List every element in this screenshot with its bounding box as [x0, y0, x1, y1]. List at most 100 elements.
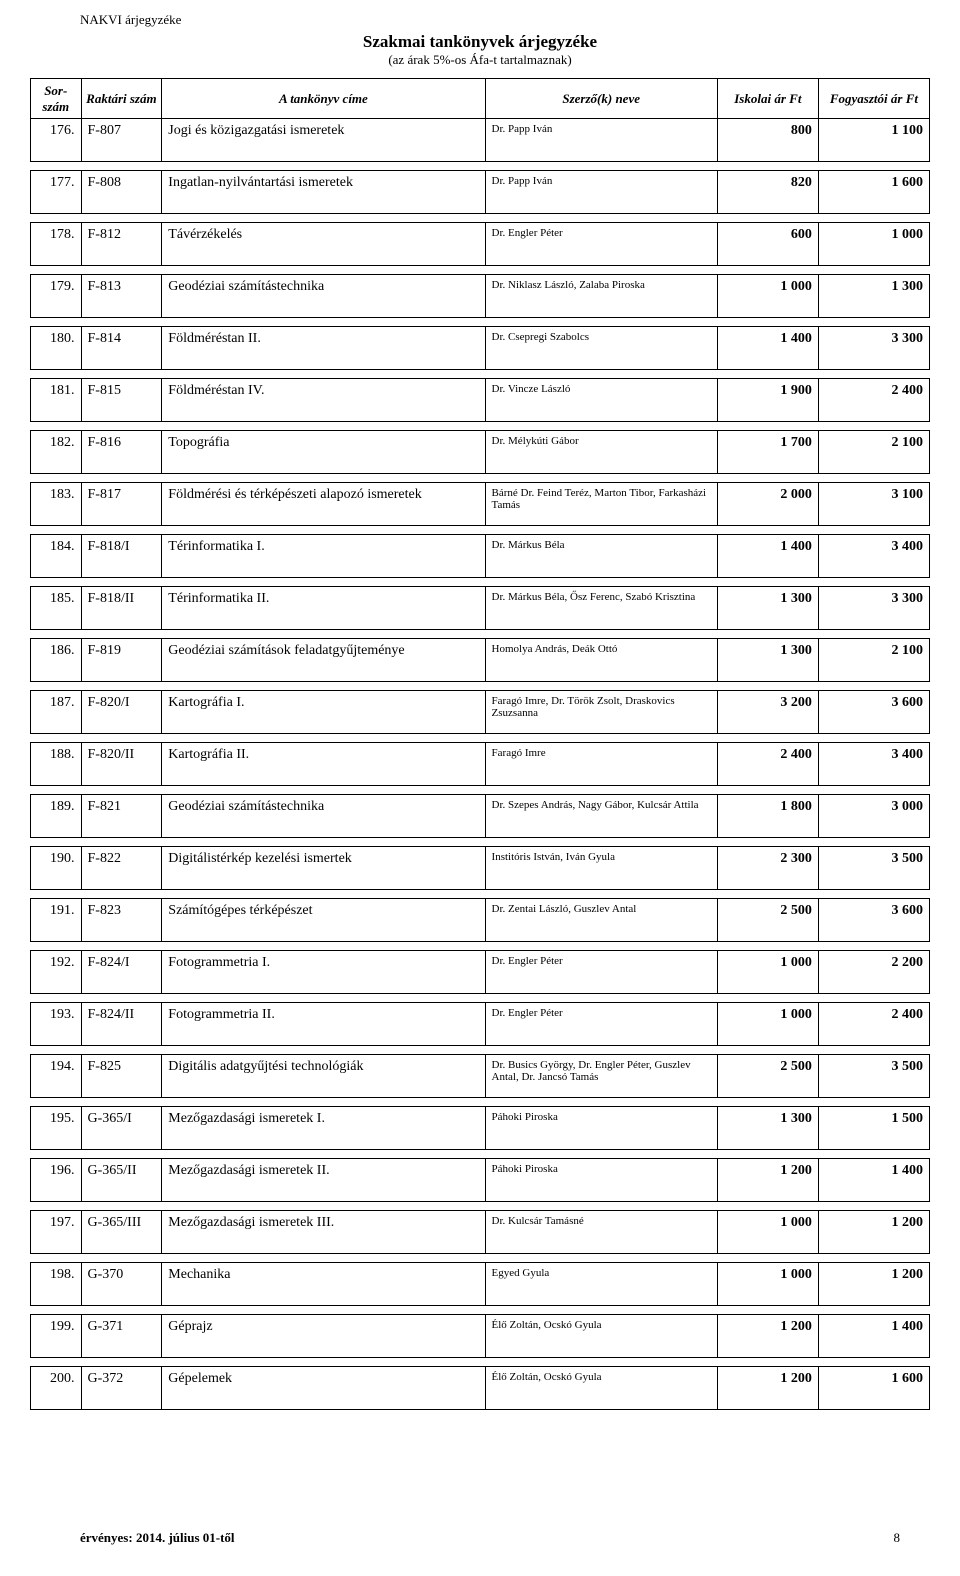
cell-code: G-365/I	[81, 1107, 162, 1150]
cell-author: Dr. Engler Péter	[485, 951, 717, 994]
cell-num: 187.	[31, 691, 82, 734]
cell-title: Távérzékelés	[162, 223, 485, 266]
cell-code: F-819	[81, 639, 162, 682]
table-row: 187.F-820/IKartográfia I.Faragó Imre, Dr…	[31, 691, 930, 734]
cell-price-retail: 3 600	[818, 899, 929, 942]
cell-price-retail: 3 100	[818, 483, 929, 526]
table-row: 186.F-819Geodéziai számítások feladatgyű…	[31, 639, 930, 682]
cell-price-retail: 2 100	[818, 431, 929, 474]
table-row: 181.F-815Földméréstan IV.Dr. Vincze Lász…	[31, 379, 930, 422]
cell-code: G-365/III	[81, 1211, 162, 1254]
cell-num: 186.	[31, 639, 82, 682]
cell-code: F-816	[81, 431, 162, 474]
cell-num: 183.	[31, 483, 82, 526]
cell-title: Mezőgazdasági ismeretek II.	[162, 1159, 485, 1202]
row-spacer	[31, 422, 930, 431]
cell-author: Bárné Dr. Feind Teréz, Marton Tibor, Far…	[485, 483, 717, 526]
cell-title: Geodéziai számítástechnika	[162, 795, 485, 838]
cell-title: Ingatlan-nyilvántartási ismeretek	[162, 171, 485, 214]
table-row: 197.G-365/IIIMezőgazdasági ismeretek III…	[31, 1211, 930, 1254]
row-spacer	[31, 734, 930, 743]
cell-num: 194.	[31, 1055, 82, 1098]
row-spacer	[31, 1306, 930, 1315]
cell-code: F-813	[81, 275, 162, 318]
cell-num: 193.	[31, 1003, 82, 1046]
row-spacer	[31, 318, 930, 327]
row-spacer	[31, 1202, 930, 1211]
cell-num: 200.	[31, 1367, 82, 1410]
cell-code: F-825	[81, 1055, 162, 1098]
cell-title: Földméréstan IV.	[162, 379, 485, 422]
cell-author: Homolya András, Deák Ottó	[485, 639, 717, 682]
cell-price-school: 1 800	[717, 795, 818, 838]
cell-author: Dr. Szepes András, Nagy Gábor, Kulcsár A…	[485, 795, 717, 838]
table-row: 198.G-370MechanikaEgyed Gyula1 0001 200	[31, 1263, 930, 1306]
cell-author: Dr. Engler Péter	[485, 1003, 717, 1046]
cell-author: Dr. Vincze László	[485, 379, 717, 422]
cell-title: Geodéziai számítások feladatgyűjteménye	[162, 639, 485, 682]
cell-code: F-820/II	[81, 743, 162, 786]
cell-author: Dr. Papp Iván	[485, 119, 717, 162]
cell-code: F-808	[81, 171, 162, 214]
cell-num: 196.	[31, 1159, 82, 1202]
price-table: Sor- szám Raktári szám A tankönyv címe S…	[30, 78, 930, 1410]
cell-author: Faragó Imre	[485, 743, 717, 786]
row-spacer	[31, 474, 930, 483]
cell-title: Földméréstan II.	[162, 327, 485, 370]
cell-price-school: 1 900	[717, 379, 818, 422]
cell-author: Élő Zoltán, Ocskó Gyula	[485, 1315, 717, 1358]
cell-code: F-812	[81, 223, 162, 266]
cell-price-retail: 3 300	[818, 587, 929, 630]
table-row: 194.F-825Digitális adatgyűjtési technoló…	[31, 1055, 930, 1098]
cell-code: F-814	[81, 327, 162, 370]
cell-author: Dr. Zentai László, Guszlev Antal	[485, 899, 717, 942]
cell-num: 191.	[31, 899, 82, 942]
cell-price-school: 2 500	[717, 899, 818, 942]
cell-code: G-370	[81, 1263, 162, 1306]
cell-price-school: 1 300	[717, 639, 818, 682]
cell-price-school: 2 300	[717, 847, 818, 890]
cell-num: 179.	[31, 275, 82, 318]
table-row: 180.F-814Földméréstan II.Dr. Csepregi Sz…	[31, 327, 930, 370]
cell-title: Földmérési és térképészeti alapozó ismer…	[162, 483, 485, 526]
cell-author: Élő Zoltán, Ocskó Gyula	[485, 1367, 717, 1410]
row-spacer	[31, 266, 930, 275]
row-spacer	[31, 890, 930, 899]
table-row: 192.F-824/IFotogrammetria I.Dr. Engler P…	[31, 951, 930, 994]
page-subtitle: (az árak 5%-os Áfa-t tartalmaznak)	[30, 52, 930, 68]
col-price1: Iskolai ár Ft	[717, 79, 818, 119]
row-spacer	[31, 214, 930, 223]
col-price2: Fogyasztói ár Ft	[818, 79, 929, 119]
table-row: 183.F-817Földmérési és térképészeti alap…	[31, 483, 930, 526]
table-row: 184.F-818/ITérinformatika I.Dr. Márkus B…	[31, 535, 930, 578]
cell-price-retail: 3 300	[818, 327, 929, 370]
cell-author: Dr. Engler Péter	[485, 223, 717, 266]
cell-title: Gépelemek	[162, 1367, 485, 1410]
cell-title: Mezőgazdasági ismeretek I.	[162, 1107, 485, 1150]
cell-num: 198.	[31, 1263, 82, 1306]
cell-price-school: 1 700	[717, 431, 818, 474]
row-spacer	[31, 1098, 930, 1107]
row-spacer	[31, 838, 930, 847]
cell-price-school: 1 200	[717, 1159, 818, 1202]
cell-code: F-817	[81, 483, 162, 526]
table-row: 199.G-371GéprajzÉlő Zoltán, Ocskó Gyula1…	[31, 1315, 930, 1358]
cell-title: Fotogrammetria I.	[162, 951, 485, 994]
cell-title: Mechanika	[162, 1263, 485, 1306]
table-row: 191.F-823Számítógépes térképészetDr. Zen…	[31, 899, 930, 942]
row-spacer	[31, 994, 930, 1003]
cell-code: F-815	[81, 379, 162, 422]
cell-author: Dr. Papp Iván	[485, 171, 717, 214]
cell-price-retail: 1 400	[818, 1315, 929, 1358]
cell-price-retail: 3 400	[818, 743, 929, 786]
cell-code: G-365/II	[81, 1159, 162, 1202]
cell-price-retail: 3 500	[818, 1055, 929, 1098]
cell-title: Jogi és közigazgatási ismeretek	[162, 119, 485, 162]
cell-price-retail: 3 600	[818, 691, 929, 734]
table-row: 179.F-813Geodéziai számítástechnikaDr. N…	[31, 275, 930, 318]
cell-num: 184.	[31, 535, 82, 578]
cell-price-retail: 1 100	[818, 119, 929, 162]
cell-price-retail: 3 400	[818, 535, 929, 578]
cell-price-school: 600	[717, 223, 818, 266]
cell-code: F-824/I	[81, 951, 162, 994]
